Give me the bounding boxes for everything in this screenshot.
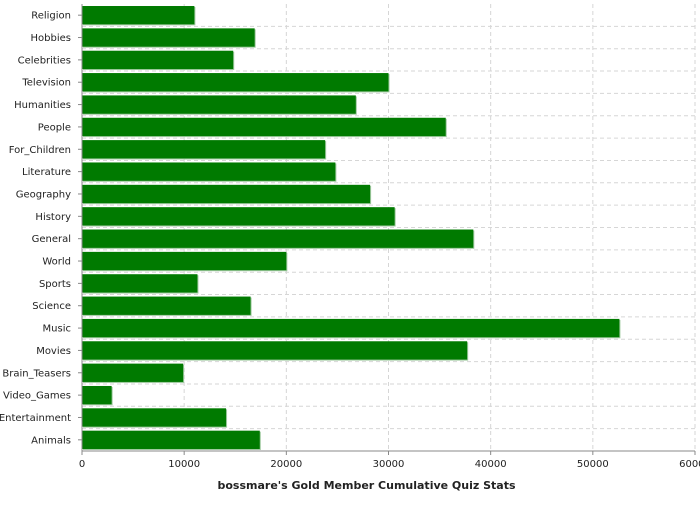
bar [82, 6, 195, 25]
bar [82, 73, 389, 92]
y-tick-labels: Religion Hobbies Celebrities Television Huma… [0, 11, 82, 446]
category-label: Movies [36, 346, 71, 357]
category-label: Humanities [14, 100, 71, 111]
category-label: Animals [31, 435, 71, 446]
grid [82, 4, 696, 451]
bars [82, 6, 621, 450]
category-label: For_Children [9, 145, 71, 156]
bar [82, 363, 184, 382]
category-label: Science [32, 301, 71, 312]
bar [82, 95, 356, 114]
category-label: Celebrities [18, 55, 71, 66]
category-label: Hobbies [31, 33, 71, 44]
category-label: Literature [22, 167, 71, 178]
bar [82, 296, 251, 315]
category-label: Geography [16, 189, 71, 200]
category-label: Religion [31, 11, 71, 22]
bar [82, 184, 371, 204]
category-label: Brain_Teasers [2, 368, 71, 379]
bar [82, 251, 287, 271]
category-label: General [32, 234, 71, 245]
x-tick-label: 20000 [270, 459, 302, 470]
x-tick-label: 50000 [577, 459, 609, 470]
category-label: Television [21, 78, 71, 89]
bar [82, 162, 336, 181]
category-label: World [42, 257, 71, 268]
bar [82, 229, 474, 248]
x-tick-labels: 0 10000 20000 30000 40000 50000 60000 [79, 451, 700, 470]
x-tick-label: 30000 [373, 459, 405, 470]
x-axis-label: bossmare's Gold Member Cumulative Quiz S… [217, 479, 515, 492]
bar [82, 430, 260, 449]
category-label: Sports [39, 279, 71, 290]
bar [82, 385, 112, 405]
x-tick-label: 60000 [679, 459, 700, 470]
bar [82, 274, 198, 293]
bar [82, 28, 255, 47]
category-label: People [38, 122, 71, 133]
bar [82, 408, 227, 427]
category-label: Music [43, 324, 71, 335]
bar [82, 207, 395, 226]
x-tick-label: 0 [79, 459, 85, 470]
bar [82, 341, 468, 360]
x-tick-label: 10000 [168, 459, 200, 470]
bar [82, 140, 326, 159]
category-label: History [35, 212, 71, 223]
category-label: Video_Games [3, 391, 71, 402]
category-label: Entertainment [0, 413, 71, 424]
bar [82, 117, 446, 137]
bar [82, 50, 234, 70]
x-tick-label: 40000 [475, 459, 507, 470]
bar [82, 318, 620, 338]
